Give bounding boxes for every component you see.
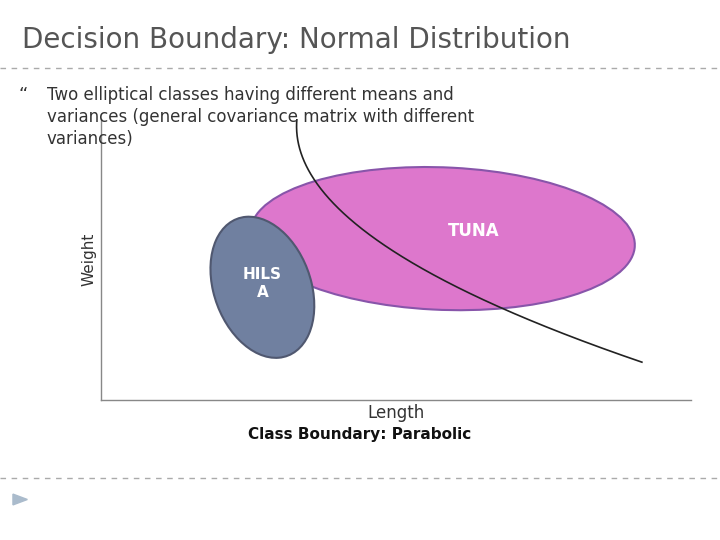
Text: variances (general covariance matrix with different: variances (general covariance matrix wit… [47, 108, 474, 126]
Ellipse shape [210, 217, 315, 358]
X-axis label: Length: Length [367, 404, 425, 422]
Text: Two elliptical classes having different means and: Two elliptical classes having different … [47, 86, 454, 104]
Text: variances): variances) [47, 130, 133, 147]
Text: Decision Boundary: Normal Distribution: Decision Boundary: Normal Distribution [22, 26, 570, 55]
Text: TUNA: TUNA [448, 222, 500, 240]
Text: Class Boundary: Parabolic: Class Boundary: Parabolic [248, 427, 472, 442]
Text: HILS
A: HILS A [243, 267, 282, 300]
Ellipse shape [251, 167, 635, 310]
Text: “: “ [18, 86, 27, 104]
Y-axis label: Weight: Weight [81, 233, 96, 286]
